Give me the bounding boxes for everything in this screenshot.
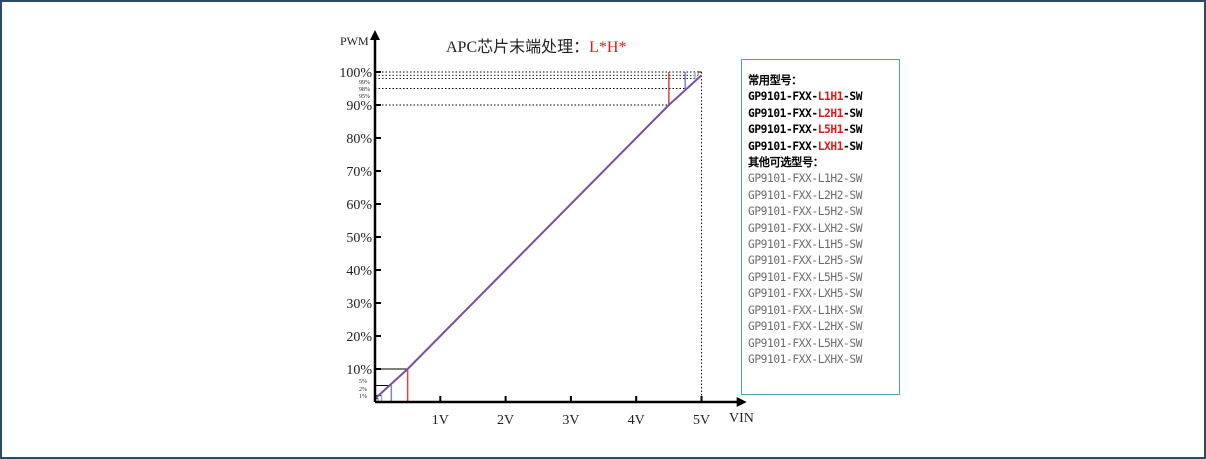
x-tick-label: 2V <box>497 413 514 428</box>
y-small-high-label: 99% <box>359 80 370 86</box>
other-model-item: GP9101-FXX-L1H5-SW <box>748 238 863 252</box>
x-tick-label: 5V <box>693 413 710 428</box>
y-tick-label: 30% <box>346 297 372 312</box>
model-prefix: GP9101-FXX- <box>748 106 818 120</box>
y-axis-label: PWM <box>340 34 369 48</box>
chart-title-highlight: L*H* <box>589 39 626 56</box>
other-model-item: GP9101-FXX-L2HX-SW <box>748 320 863 334</box>
chart-title-text: APC芯片末端处理： <box>446 38 589 56</box>
model-code-highlight: LXH1 <box>817 139 844 153</box>
tick-marks <box>375 71 703 402</box>
other-model-item: GP9101-FXX-L5H5-SW <box>748 270 863 284</box>
model-suffix: -SW <box>843 139 863 153</box>
chart-title: APC芯片末端处理：L*H* <box>446 38 626 56</box>
other-model-item: GP9101-FXX-LXHX-SW <box>748 352 863 366</box>
other-models-list: GP9101-FXX-L1H2-SW GP9101-FXX-L2H2-SW GP91… <box>748 171 899 368</box>
model-code-highlight: L5H1 <box>817 123 844 137</box>
x-tick-label: 4V <box>628 413 645 428</box>
y-small-low-label: 2% <box>359 387 367 393</box>
x-tick-label: 3V <box>562 413 579 428</box>
y-tick-label: 60% <box>346 198 372 213</box>
common-model-item: GP9101-FXX-LXH1-SW <box>748 139 899 155</box>
common-models-list: GP9101-FXX-L1H1-SW GP9101-FXX-L2H1-SW GP91… <box>748 89 899 155</box>
y-tick-label: 90% <box>346 99 372 114</box>
x-axis-arrow <box>736 397 747 407</box>
other-model-item: GP9101-FXX-L5HX-SW <box>748 336 863 350</box>
y-tick-label: 40% <box>346 264 372 279</box>
other-model-item: GP9101-FXX-L2H5-SW <box>748 254 863 268</box>
other-model-item: GP9101-FXX-LXH5-SW <box>748 287 863 301</box>
marker-lines <box>377 72 699 402</box>
model-suffix: -SW <box>843 90 863 104</box>
tick-labels: 1V 2V 3V 4V 5V 10% 20% 30% 40% 50% 60% 70% 80% 90% 100… <box>339 66 710 428</box>
pwm-series-line <box>374 74 703 400</box>
y-small-low-label: 5% <box>359 379 367 385</box>
x-axis-label: VIN <box>729 411 754 426</box>
model-suffix: -SW <box>843 123 863 137</box>
model-legend: 常用型号： GP9101-FXX-L1H1-SW GP9101-FXX-L2H1-… <box>741 59 900 395</box>
other-model-item: GP9101-FXX-LXH2-SW <box>748 221 863 235</box>
y-tick-label: 80% <box>346 132 372 147</box>
y-small-low-label: 1% <box>359 394 367 400</box>
y-tick-label: 10% <box>346 363 372 378</box>
model-suffix: -SW <box>843 106 863 120</box>
model-code-highlight: L2H1 <box>817 106 844 120</box>
series-lines <box>374 71 703 400</box>
other-model-item: GP9101-FXX-L5H2-SW <box>748 205 863 219</box>
y-small-high-label: 98% <box>359 87 370 93</box>
model-prefix: GP9101-FXX- <box>748 123 818 137</box>
common-models-title: 常用型号： <box>748 74 802 87</box>
model-code-highlight: L1H1 <box>817 90 844 104</box>
x-tick-label: 1V <box>432 413 449 428</box>
common-model-item: GP9101-FXX-L2H1-SW <box>748 106 899 122</box>
y-tick-label: 50% <box>346 231 372 246</box>
y-tick-label: 70% <box>346 165 372 180</box>
other-model-item: GP9101-FXX-L1HX-SW <box>748 303 863 317</box>
model-prefix: GP9101-FXX- <box>748 139 818 153</box>
axes <box>370 30 747 407</box>
common-model-item: GP9101-FXX-L5H1-SW <box>748 122 899 138</box>
other-model-item: GP9101-FXX-L1H2-SW <box>748 172 863 186</box>
y-small-high-label: 95% <box>359 94 370 100</box>
common-model-item: GP9101-FXX-L1H1-SW <box>748 89 899 105</box>
other-models-title: 其他可选型号： <box>748 156 824 170</box>
model-prefix: GP9101-FXX- <box>748 90 818 104</box>
y-tick-label: 20% <box>346 330 372 345</box>
y-tick-label: 100% <box>339 66 372 81</box>
other-model-item: GP9101-FXX-L2H2-SW <box>748 188 863 202</box>
y-axis-arrow <box>370 30 380 40</box>
